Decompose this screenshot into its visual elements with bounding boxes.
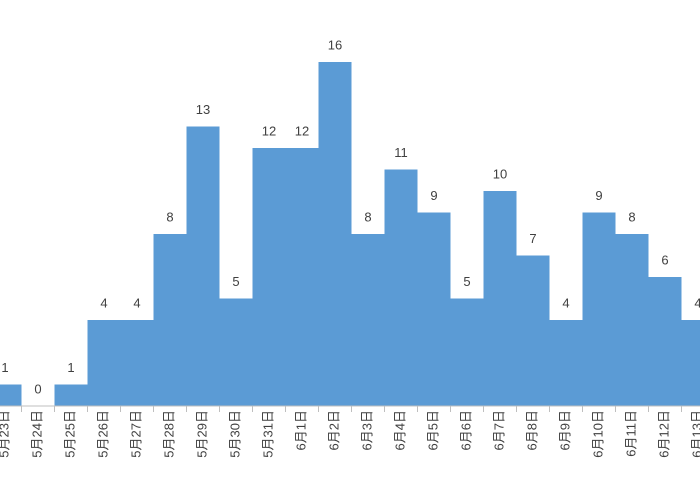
data-label: 7: [529, 231, 536, 246]
data-label: 9: [595, 188, 602, 203]
data-label: 1: [67, 360, 74, 375]
bar: [252, 148, 286, 406]
data-label: 12: [295, 123, 309, 138]
bar: [681, 320, 700, 406]
data-label: 13: [196, 102, 210, 117]
x-tick-label: 5月26日: [95, 410, 110, 458]
data-label: 4: [133, 295, 140, 310]
x-tick-label: 6月12日: [656, 410, 671, 458]
x-tick-label: 6月7日: [491, 410, 506, 450]
data-label: 8: [628, 209, 635, 224]
data-label: 11: [394, 145, 408, 160]
x-tick-label: 6月4日: [392, 410, 407, 450]
data-label: 10: [493, 166, 507, 181]
data-label: 4: [694, 295, 700, 310]
bar: [87, 320, 121, 406]
x-tick-label: 6月3日: [359, 410, 374, 450]
bar: [351, 234, 385, 406]
x-tick-label: 6月10日: [590, 410, 605, 458]
bar: [549, 320, 583, 406]
data-label: 4: [100, 295, 107, 310]
bar: [516, 255, 550, 406]
x-tick-label: 6月6日: [458, 410, 473, 450]
bar: [285, 148, 319, 406]
bar: [153, 234, 187, 406]
bar: [120, 320, 154, 406]
x-tick-label: 5月31日: [260, 410, 275, 458]
x-tick-label: 5月25日: [62, 410, 77, 458]
data-label: 16: [328, 37, 342, 52]
data-label: 12: [262, 123, 276, 138]
x-tick-label: 6月13日: [689, 410, 700, 458]
bar: [0, 384, 22, 406]
x-tick-label: 5月30日: [227, 410, 242, 458]
bar: [318, 62, 352, 406]
x-tick-label: 6月5日: [425, 410, 440, 450]
data-label: 8: [364, 209, 371, 224]
data-label: 8: [166, 209, 173, 224]
x-tick-label: 6月8日: [524, 410, 539, 450]
bar: [582, 212, 616, 406]
data-label: 9: [430, 188, 437, 203]
x-tick-label: 5月24日: [29, 410, 44, 458]
bar: [219, 298, 253, 406]
x-tick-label: 5月27日: [128, 410, 143, 458]
bar: [186, 126, 220, 406]
data-label: 0: [34, 381, 41, 396]
x-tick-label: 6月11日: [623, 410, 638, 457]
bar: [54, 384, 88, 406]
bar: [615, 234, 649, 406]
x-tick-label: 6月1日: [293, 410, 308, 450]
bar: [483, 191, 517, 406]
bar: [450, 298, 484, 406]
x-tick-label: 5月29日: [194, 410, 209, 458]
data-label: 4: [562, 295, 569, 310]
data-label: 1: [1, 360, 8, 375]
data-label: 5: [463, 274, 470, 289]
x-tick-label: 5月28日: [161, 410, 176, 458]
bar: [648, 277, 682, 406]
data-label: 6: [661, 252, 668, 267]
x-tick-label: 5月23日: [0, 410, 11, 458]
x-tick-label: 6月2日: [326, 410, 341, 450]
data-label: 5: [232, 274, 239, 289]
bar: [417, 212, 451, 406]
x-tick-label: 6月9日: [557, 410, 572, 450]
bar: [384, 169, 418, 406]
